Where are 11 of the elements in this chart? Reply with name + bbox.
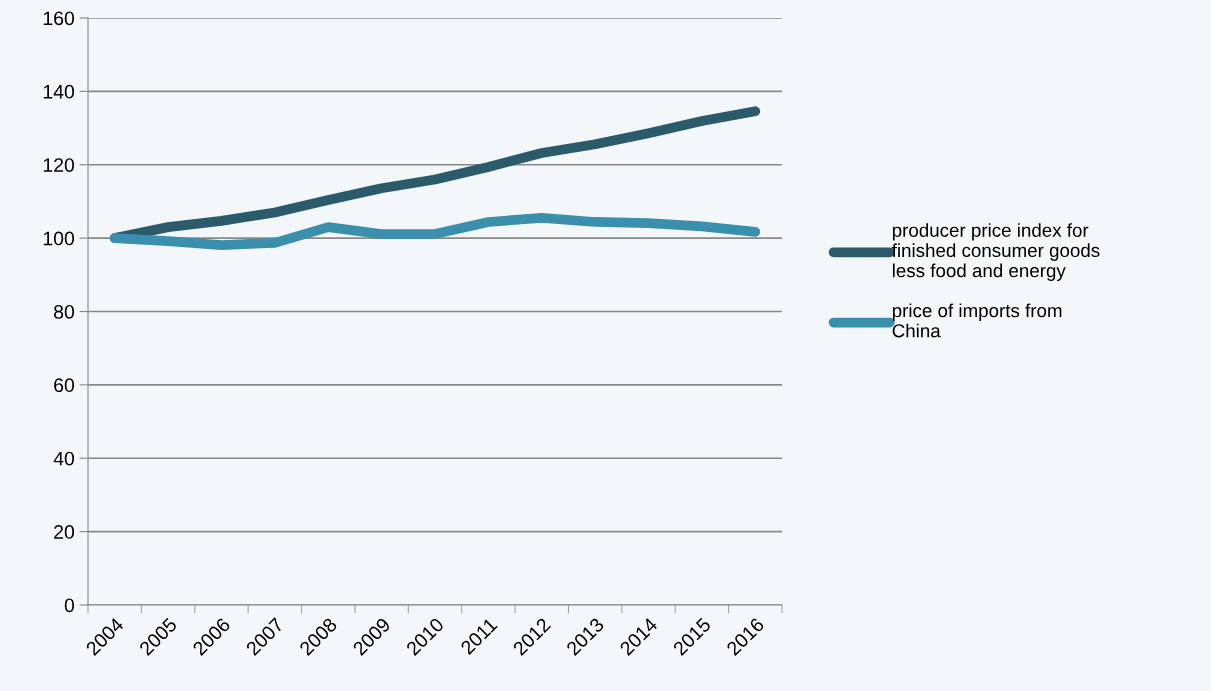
y-tick-label: 100 (43, 231, 75, 246)
legend-label: price of imports from China (892, 303, 1062, 338)
y-tick-label: 140 (43, 84, 75, 99)
y-tick-label: 80 (54, 304, 75, 319)
y-tick-label: 60 (54, 378, 75, 393)
y-tick-label: 20 (54, 525, 75, 539)
y-tick-label: 160 (43, 11, 75, 26)
y-tick-label: 0 (64, 598, 75, 613)
y-tick-label: 40 (53, 451, 75, 466)
y-tick-label: 120 (43, 158, 75, 172)
legend-label: producer price index for finished consumer goods less food and energy (891, 223, 1100, 281)
